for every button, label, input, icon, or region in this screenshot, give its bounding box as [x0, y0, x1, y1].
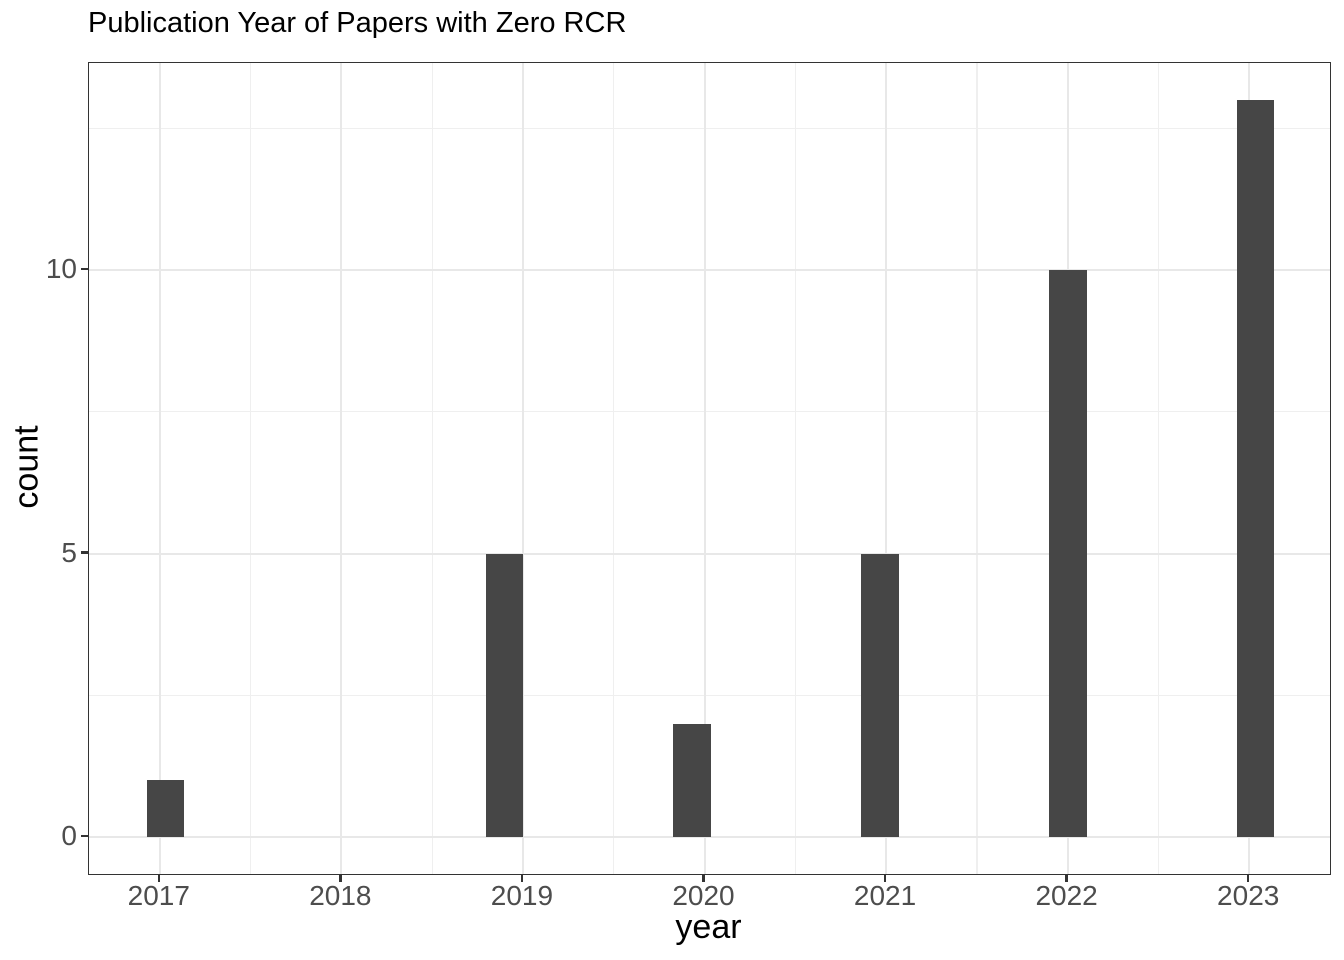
y-tick-label: 0	[61, 820, 77, 852]
x-tick-mark	[1246, 874, 1250, 882]
bar-2023	[1236, 99, 1275, 838]
grid-major-vertical	[703, 63, 706, 874]
grid-major-horizontal	[89, 269, 1330, 271]
x-tick-label: 2017	[127, 880, 190, 911]
grid-minor-vertical	[1157, 63, 1160, 874]
x-tick-label: 2018	[309, 880, 372, 911]
bar-2021	[861, 553, 899, 838]
grid-minor-vertical	[613, 63, 615, 874]
x-tick-mark	[157, 874, 161, 882]
grid-major-horizontal	[89, 552, 1330, 555]
x-tick-label: 2022	[1035, 880, 1098, 911]
x-tick-mark	[520, 874, 524, 882]
grid-minor-vertical	[976, 63, 978, 874]
grid-major-horizontal	[89, 836, 1330, 839]
y-tick-mark	[81, 267, 88, 271]
y-axis-title: count	[7, 425, 46, 509]
grid-minor-vertical	[249, 63, 252, 874]
bar-2019	[485, 553, 523, 838]
x-tick-label: 2023	[1217, 880, 1280, 911]
x-tick-mark	[883, 874, 887, 882]
plot-panel	[88, 62, 1331, 875]
grid-major-vertical	[158, 63, 161, 874]
y-tick-mark	[81, 551, 88, 554]
grid-minor-vertical	[794, 63, 796, 874]
y-tick-label: 10	[45, 253, 77, 284]
grid-major-vertical	[521, 63, 524, 874]
grid-minor-horizontal	[89, 411, 1330, 413]
chart-title: Publication Year of Papers with Zero RCR	[88, 7, 627, 39]
grid-minor-vertical	[431, 63, 433, 874]
grid-minor-horizontal	[89, 694, 1330, 696]
x-axis-title: year	[675, 908, 742, 946]
grid-major-vertical	[885, 63, 888, 874]
x-tick-label: 2020	[672, 880, 735, 911]
y-tick-mark	[81, 834, 88, 838]
x-tick-label: 2019	[490, 880, 554, 911]
x-tick-mark	[339, 874, 342, 882]
bar-2020	[673, 723, 711, 838]
y-tick-label: 5	[61, 536, 77, 568]
grid-minor-horizontal	[89, 127, 1330, 129]
bar-2022	[1049, 270, 1087, 838]
bar-2017	[146, 780, 184, 838]
x-tick-mark	[702, 874, 705, 882]
x-tick-label: 2021	[853, 880, 917, 911]
x-tick-mark	[1065, 874, 1068, 882]
grid-major-vertical	[340, 63, 343, 874]
